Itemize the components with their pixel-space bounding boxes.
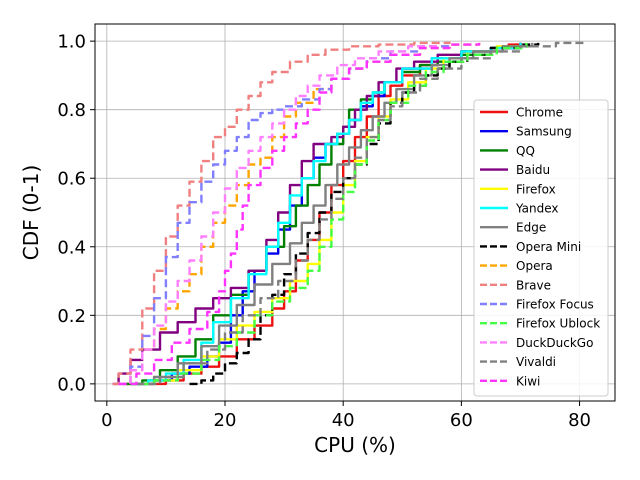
plot-frame bbox=[94, 23, 616, 402]
legend-label-samsung: Samsung bbox=[516, 125, 572, 139]
series-line-vivaldi bbox=[136, 41, 586, 386]
series-line-opera-mini bbox=[189, 42, 540, 386]
x-tick-label: 60 bbox=[450, 410, 473, 431]
y-tick-label: 0.2 bbox=[57, 306, 86, 327]
x-tick-label: 40 bbox=[332, 410, 355, 431]
legend-label-baidu: Baidu bbox=[516, 163, 550, 177]
legend-box bbox=[473, 99, 609, 397]
series-line-qq bbox=[124, 42, 522, 386]
y-tick-label: 0.4 bbox=[57, 237, 86, 258]
x-tick-label: 80 bbox=[568, 410, 591, 431]
legend: Chrome Samsung QQ Baidu Firefox Yandex Edge Ope… bbox=[473, 99, 609, 397]
y-axis-label: CDF (0-1) bbox=[19, 165, 43, 261]
series-line-edge bbox=[130, 42, 534, 386]
y-tick-label: 0.8 bbox=[57, 100, 86, 121]
legend-label-yandex: Yandex bbox=[515, 202, 559, 216]
legend-label-vivaldi: Vivaldi bbox=[516, 355, 556, 369]
x-tick-label: 20 bbox=[214, 410, 237, 431]
legend-label-firefox: Firefox bbox=[516, 182, 556, 196]
series-line-duckduckgo bbox=[118, 42, 439, 386]
legend-label-edge: Edge bbox=[516, 221, 546, 235]
series-layer bbox=[112, 41, 586, 386]
legend-label-duckduckgo: DuckDuckGo bbox=[516, 336, 593, 350]
series-line-baidu bbox=[112, 42, 522, 386]
legend-label-brave: Brave bbox=[516, 278, 551, 292]
legend-label-firefox-ublock: Firefox Ublock bbox=[516, 317, 600, 331]
legend-label-firefox-focus: Firefox Focus bbox=[516, 298, 594, 312]
legend-label-opera-mini: Opera Mini bbox=[516, 240, 581, 254]
legend-label-opera: Opera bbox=[516, 259, 553, 273]
legend-label-kiwi: Kiwi bbox=[516, 374, 540, 388]
x-axis: 0 20 40 60 80 bbox=[101, 401, 591, 431]
series-line-brave bbox=[112, 41, 451, 386]
y-tick-label: 1.0 bbox=[57, 32, 86, 53]
y-tick-label: 0.0 bbox=[57, 374, 86, 395]
x-axis-label: CPU (%) bbox=[314, 433, 396, 457]
y-axis: 0.0 0.2 0.4 0.6 0.8 1.0 bbox=[57, 32, 95, 395]
legend-label-qq: QQ bbox=[516, 144, 535, 158]
x-tick-label: 0 bbox=[101, 410, 112, 431]
legend-label-chrome: Chrome bbox=[516, 106, 563, 120]
y-tick-label: 0.6 bbox=[57, 169, 86, 190]
series-line-kiwi bbox=[118, 42, 481, 386]
